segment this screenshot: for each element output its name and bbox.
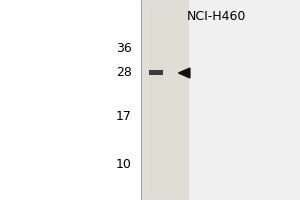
Bar — [149, 70, 163, 75]
Text: NCI-H460: NCI-H460 — [186, 10, 246, 23]
Text: 28: 28 — [116, 66, 132, 79]
Bar — [141, 0, 300, 200]
Bar — [189, 0, 300, 200]
Text: 36: 36 — [116, 42, 132, 54]
Bar — [152, 4, 160, 196]
Text: 17: 17 — [116, 110, 132, 122]
Polygon shape — [178, 68, 190, 78]
Bar — [148, 4, 164, 196]
Text: 10: 10 — [116, 158, 132, 171]
Bar — [0, 0, 141, 200]
